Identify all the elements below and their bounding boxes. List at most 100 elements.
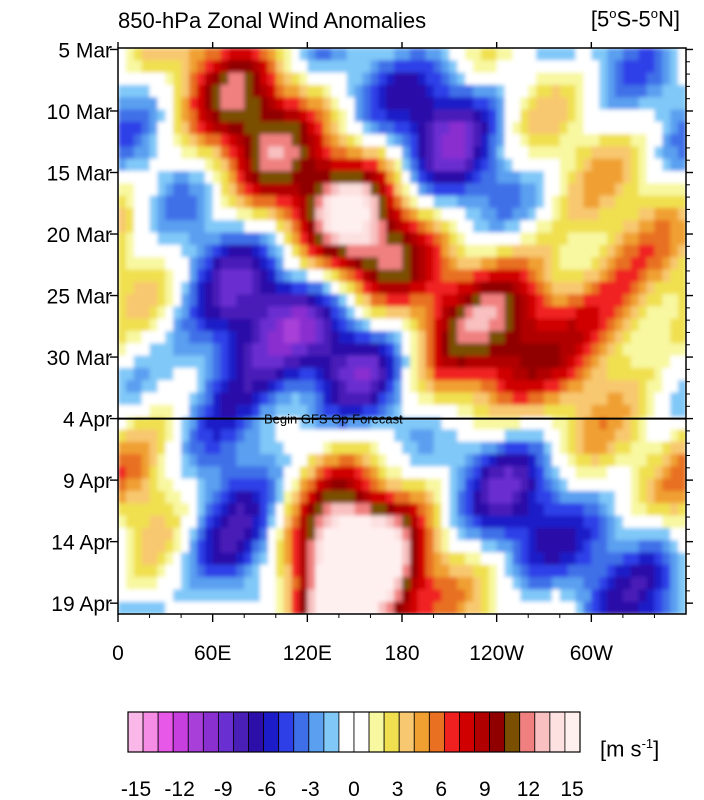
heatmap-cell	[346, 355, 356, 369]
heatmap-cell	[488, 589, 498, 603]
heatmap-cell	[291, 72, 301, 86]
heatmap-cell	[228, 195, 237, 209]
heatmap-cell	[181, 343, 190, 357]
heatmap-cell	[409, 441, 419, 455]
heatmap-cell	[133, 306, 143, 320]
heatmap-cell	[528, 269, 537, 283]
heatmap-cell	[496, 343, 506, 357]
heatmap-cell	[165, 466, 174, 480]
heatmap-cell	[559, 232, 569, 246]
heatmap-cell	[536, 48, 545, 61]
heatmap-cell	[378, 454, 387, 467]
heatmap-cell	[433, 564, 443, 578]
heatmap-cell	[220, 429, 230, 443]
heatmap-cell	[236, 158, 245, 172]
heatmap-cell	[670, 72, 679, 86]
colorbar-swatch	[172, 711, 189, 753]
heatmap-cell	[299, 109, 308, 123]
heatmap-cell	[622, 195, 632, 209]
heatmap-cell	[488, 343, 498, 357]
heatmap-cell	[402, 380, 411, 394]
heatmap-cell	[299, 158, 308, 172]
heatmap-cell	[417, 404, 427, 418]
heatmap-cell	[165, 380, 174, 394]
heatmap-cell	[433, 121, 443, 135]
heatmap-cell	[654, 195, 663, 209]
heatmap-cell	[173, 343, 182, 357]
heatmap-cell	[220, 441, 230, 455]
heatmap-cell	[173, 478, 182, 492]
heatmap-cell	[504, 318, 514, 332]
heatmap-cell	[378, 404, 387, 418]
heatmap-cell	[567, 318, 577, 332]
heatmap-cell	[244, 355, 253, 369]
heatmap-cell	[212, 478, 222, 492]
heatmap-cell	[165, 404, 174, 418]
heatmap-cell	[441, 441, 450, 455]
heatmap-cell	[630, 577, 640, 590]
heatmap-cell	[212, 343, 222, 357]
heatmap-cell	[496, 589, 506, 603]
heatmap-cell	[323, 454, 332, 467]
heatmap-cell	[394, 355, 403, 369]
heatmap-cell	[133, 564, 143, 578]
heatmap-cell	[496, 367, 506, 381]
heatmap-cell	[591, 466, 600, 480]
heatmap-cell	[654, 183, 663, 197]
heatmap-cell	[299, 257, 308, 271]
heatmap-cell	[528, 380, 537, 394]
heatmap-cell	[189, 257, 198, 271]
heatmap-cell	[496, 527, 506, 541]
heatmap-cell	[252, 454, 261, 467]
heatmap-cell	[662, 601, 671, 614]
heatmap-cell	[125, 601, 135, 614]
heatmap-cell	[520, 269, 529, 283]
heatmap-cell	[299, 318, 308, 332]
heatmap-cell	[346, 146, 356, 160]
heatmap-cell	[118, 318, 127, 332]
heatmap-cell	[315, 515, 324, 529]
heatmap-cell	[528, 601, 537, 614]
heatmap-cell	[181, 269, 190, 283]
heatmap-cell	[331, 158, 340, 172]
heatmap-cell	[133, 429, 143, 443]
heatmap-cell	[575, 540, 585, 554]
heatmap-cell	[520, 441, 529, 455]
heatmap-cell	[228, 503, 237, 517]
heatmap-cell	[252, 232, 261, 246]
heatmap-cell	[433, 109, 443, 123]
heatmap-cell	[504, 146, 514, 160]
heatmap-cell	[323, 441, 332, 455]
heatmap-cell	[181, 121, 190, 135]
heatmap-cell	[638, 540, 648, 554]
heatmap-cell	[275, 540, 285, 554]
heatmap-cell	[654, 466, 663, 480]
heatmap-cell	[441, 257, 450, 271]
heatmap-cell	[630, 84, 640, 98]
heatmap-cell	[133, 478, 143, 492]
heatmap-cell	[236, 466, 245, 480]
heatmap-cell	[315, 527, 324, 541]
heatmap-cell	[189, 72, 198, 86]
heatmap-cell	[551, 417, 561, 431]
heatmap-cell	[212, 171, 222, 184]
heatmap-cell	[496, 48, 506, 61]
heatmap-cell	[409, 158, 419, 172]
heatmap-cell	[425, 269, 435, 283]
heatmap-cell	[370, 577, 379, 590]
heatmap-cell	[338, 269, 348, 283]
heatmap-cell	[331, 577, 340, 590]
heatmap-cell	[133, 244, 143, 258]
colorbar-label: 6	[435, 778, 447, 800]
heatmap-cell	[630, 392, 640, 406]
heatmap-cell	[425, 527, 435, 541]
heatmap-cell	[141, 281, 151, 295]
heatmap-cell	[662, 97, 671, 111]
heatmap-cell	[204, 60, 214, 74]
heatmap-cell	[504, 220, 514, 234]
heatmap-cell	[307, 564, 316, 578]
heatmap-cell	[165, 490, 174, 504]
heatmap-cell	[157, 232, 166, 246]
heatmap-cell	[449, 601, 458, 614]
heatmap-cell	[402, 244, 411, 258]
